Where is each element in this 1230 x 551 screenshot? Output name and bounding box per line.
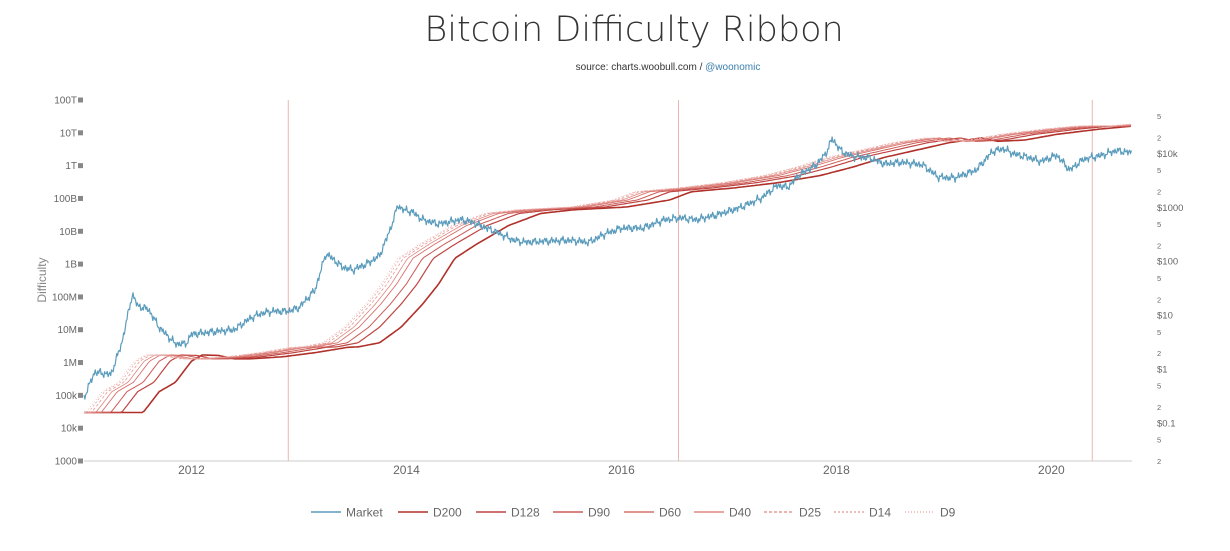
x-tick-label: 2020 [1038,463,1065,477]
y-left-tick-mark [78,130,83,136]
y-right-tick-label: 5 [1157,220,1161,229]
y-right-tick-label: $0.1 [1157,418,1176,429]
x-axis: 2012 2014 2016 2018 2020 [84,460,1132,477]
y-left-tick-label: 1M [63,358,77,369]
legend-label: D128 [511,506,540,520]
chart-subtitle: source: charts.woobull.com / @woonomic [0,62,1230,73]
legend-item-d60[interactable]: D60 [624,506,681,520]
y-right-tick-label: 2 [1157,349,1161,358]
y-left-tick-mark [78,425,83,431]
y-right-tick-label: 5 [1157,166,1161,175]
y-left-tick-label: 1T [65,161,77,172]
source-text: source: charts.woobull.com / [575,62,706,73]
legend-label: D25 [799,506,821,520]
market-line [83,136,1132,400]
ribbon-line-d14 [84,123,1131,413]
y-axis-right: 2 5 $0.1 2 5 $1 2 5 $10 2 5 $100 2 5 $1000 2 5 $10k 2 5 [1157,112,1183,466]
ribbon-line-d128 [84,125,1131,414]
y-right-tick-label: $1 [1157,364,1168,375]
legend-label: D14 [869,506,891,520]
y-left-tick-mark [78,163,83,169]
legend-item-market[interactable]: Market [311,506,383,520]
y-right-tick-label: 5 [1157,328,1161,337]
y-left-tick-mark [78,327,83,333]
y-right-tick-label: 2 [1157,295,1161,304]
y-left-tick-mark [78,360,83,366]
source-handle-link[interactable]: @woonomic [705,62,761,73]
legend-label: D200 [433,506,462,520]
legend-item-d90[interactable]: D90 [553,506,610,520]
y-left-tick-label: 100M [52,292,77,303]
y-right-tick-label: $1000 [1157,203,1183,214]
y-right-tick-label: 2 [1157,241,1161,250]
legend-item-d128[interactable]: D128 [476,506,540,520]
y-right-tick-label: 5 [1157,112,1161,121]
legend-label: D9 [940,506,956,520]
ribbon-line-d9 [84,123,1131,413]
y-left-tick-label: 1B [65,260,78,271]
legend-item-d14[interactable]: D14 [834,506,891,520]
y-left-tick-mark [78,261,83,267]
y-right-tick-label: 5 [1157,382,1161,391]
x-tick-label: 2012 [178,463,205,477]
ribbon-line-d200 [84,125,1131,414]
y-left-tick-label: 10k [61,424,78,435]
ribbon-series [84,123,1131,414]
legend-label: D40 [729,506,751,520]
y-axis-label: Difficulty [35,257,49,302]
y-right-tick-label: 2 [1157,457,1161,466]
legend-item-d40[interactable]: D40 [694,506,751,520]
market-series [83,136,1132,400]
y-right-tick-label: 5 [1157,274,1161,283]
y-left-tick-mark [78,294,83,300]
legend-item-d200[interactable]: D200 [398,506,462,520]
ribbon-line-d40 [84,124,1131,413]
x-tick-label: 2018 [823,463,850,477]
legend-label: D90 [588,506,610,520]
x-tick-label: 2016 [608,463,635,477]
legend-item-d9[interactable]: D9 [905,506,956,520]
y-axis-left: 1000 10k 100k 1M 10M 100M 1B 10B 100B 1T 10T 100T [52,96,83,468]
y-left-tick-mark [78,97,83,103]
y-right-tick-label: $100 [1157,257,1178,268]
ribbon-line-d60 [84,124,1131,413]
legend-item-d25[interactable]: D25 [764,506,821,520]
y-left-tick-label: 1000 [55,457,78,468]
halving-lines [287,100,1093,461]
y-right-tick-label: 2 [1157,188,1161,197]
y-right-tick-label: 5 [1157,436,1161,445]
ribbon-line-d25 [84,124,1131,413]
y-left-tick-label: 10B [59,227,77,238]
y-left-tick-mark [78,458,83,464]
legend-label: D60 [659,506,681,520]
ribbon-line-d90 [84,125,1131,413]
y-left-tick-label: 10T [60,128,77,139]
y-right-tick-label: 2 [1157,403,1161,412]
y-left-tick-mark [78,228,83,234]
y-right-tick-label: $10k [1157,149,1178,160]
y-right-tick-label: 2 [1157,134,1161,143]
y-right-tick-label: $10 [1157,311,1173,322]
y-left-tick-label: 100k [55,391,78,402]
y-left-tick-label: 10M [58,325,77,336]
chart-title: Bitcoin Difficulty Ribbon [424,10,844,50]
y-left-tick-label: 100T [54,96,77,107]
y-left-tick-label: 100B [54,194,78,205]
y-left-tick-mark [78,195,83,201]
legend-label: Market [346,506,383,520]
y-left-tick-mark [78,392,83,398]
x-tick-label: 2014 [393,463,420,477]
legend: Market D200 D128 D90 D60 D40 D25 D14 D9 [311,506,956,520]
